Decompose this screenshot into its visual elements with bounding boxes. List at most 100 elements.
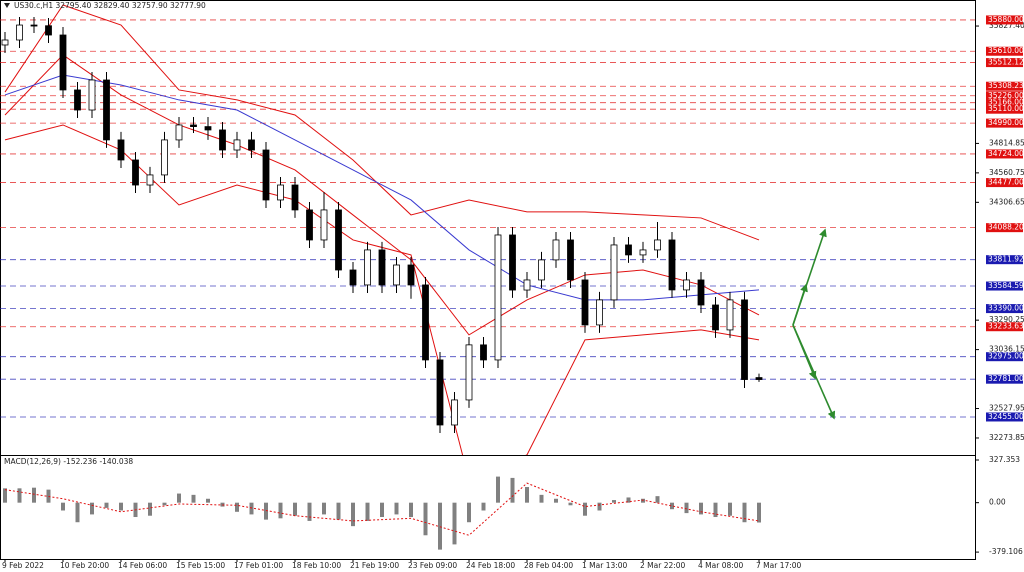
candle-body: [306, 209, 313, 241]
macd-bar: [3, 488, 7, 503]
candle-body: [161, 139, 168, 176]
macd-bar: [17, 488, 22, 503]
candle-body: [451, 399, 458, 426]
candle-body: [117, 139, 125, 161]
level-label: 32975.00: [988, 352, 1024, 361]
macd-bar: [539, 494, 544, 503]
macd-bar: [684, 502, 689, 514]
level-label: 33811.92: [988, 255, 1024, 264]
macd-bar: [336, 502, 341, 520]
macd-bar: [481, 502, 486, 511]
candle-body: [146, 174, 154, 186]
level-tag: [986, 81, 1023, 91]
level-label: 35308.23: [988, 81, 1024, 90]
candle-body: [436, 359, 444, 426]
candle-body: [88, 79, 96, 111]
candle-body: [277, 184, 284, 201]
macd-bar: [757, 502, 761, 523]
level-label: 34088.20: [988, 223, 1024, 232]
candle-body: [59, 34, 67, 91]
overlay-line: [4, 54, 760, 336]
level-label: 35512.12: [988, 58, 1024, 67]
x-tick-label: 17 Feb 01:00: [234, 561, 283, 570]
candle-body: [291, 184, 299, 211]
x-tick-label: 15 Feb 15:00: [176, 561, 225, 570]
candle-body: [45, 25, 52, 36]
macd-bar: [438, 502, 442, 550]
macd-bar: [351, 502, 355, 527]
macd-bar: [264, 502, 268, 520]
level-tag: [986, 281, 1023, 291]
level-tag: [986, 118, 1023, 128]
macd-bar: [322, 502, 326, 515]
level-label: 35610.00: [988, 46, 1024, 55]
level-tag: [986, 304, 1023, 314]
macd-bar: [394, 502, 399, 515]
macd-bar: [496, 476, 500, 503]
header-arrow: [4, 3, 10, 8]
macd-bar: [699, 502, 703, 515]
y-tick-label: 32273.85: [989, 433, 1024, 442]
candle-body: [407, 264, 415, 286]
macd-frame: [0, 455, 976, 560]
level-tag: [986, 412, 1023, 422]
macd-bar: [597, 502, 602, 511]
level-tag: [986, 104, 1023, 114]
level-label: 35110.00: [988, 104, 1024, 113]
level-label: 32455.00: [988, 412, 1024, 421]
candle-body: [755, 377, 763, 380]
macd-bar: [670, 502, 674, 510]
level-tag: [986, 374, 1023, 384]
level-tag: [986, 223, 1023, 233]
macd-bar: [365, 502, 370, 521]
candle-body: [364, 249, 371, 286]
candle-body: [175, 124, 183, 141]
y-tick-label: 34814.85: [989, 138, 1024, 147]
x-tick-label: 24 Feb 18:00: [466, 561, 515, 570]
x-tick-label: 10 Feb 20:00: [60, 561, 109, 570]
level-label: 35166.00: [988, 98, 1024, 107]
macd-bar: [235, 502, 239, 512]
macd-bar: [380, 502, 384, 518]
candle-body: [132, 159, 139, 186]
x-tick-label: 2 Mar 22:00: [640, 561, 686, 570]
candle-body: [262, 149, 270, 201]
candle-body: [30, 24, 38, 27]
candle-body: [523, 279, 531, 291]
x-tick-label: 18 Feb 10:00: [292, 561, 341, 570]
candle-body: [349, 269, 357, 286]
macd-bar: [162, 502, 167, 506]
macd-bar: [728, 502, 732, 516]
x-tick-label: 21 Feb 19:00: [350, 561, 399, 570]
candle-body: [494, 234, 502, 361]
y-tick-label: 35827.40: [989, 21, 1024, 30]
macd-bar: [104, 502, 109, 508]
level-tag: [986, 352, 1023, 362]
y-tick-label: 33290.25: [989, 315, 1024, 324]
macd-bar: [278, 502, 283, 519]
macd-bar: [452, 502, 457, 545]
candle-body: [219, 129, 226, 151]
macd-bar: [293, 502, 297, 516]
level-tag: [986, 91, 1023, 101]
level-label: 35226.00: [988, 91, 1024, 100]
level-label: 34990.00: [988, 118, 1024, 127]
macd-bar: [409, 502, 413, 518]
candle-body: [726, 299, 734, 331]
macd-bar: [742, 502, 747, 523]
x-tick-label: 28 Feb 04:00: [524, 561, 573, 570]
candle-body: [16, 24, 23, 41]
macd-bar: [510, 477, 515, 503]
y-tick-label: 34560.75: [989, 168, 1024, 177]
x-tick-label: 14 Feb 06:00: [118, 561, 167, 570]
macd-bar: [119, 502, 123, 511]
macd-bar: [307, 502, 312, 521]
macd-bar: [525, 487, 529, 503]
candle-body: [697, 279, 705, 306]
y-tick-label: 0.00: [989, 498, 1006, 507]
candle-body: [625, 244, 632, 256]
y-tick-label: 34306.65: [989, 197, 1024, 206]
level-tag: [986, 15, 1023, 25]
macd-bar: [626, 497, 631, 503]
